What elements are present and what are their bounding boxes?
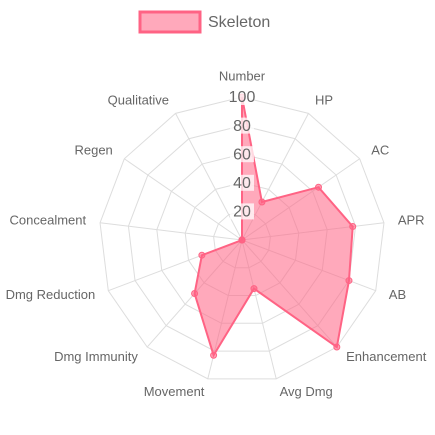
tick-label: 80 <box>233 118 251 135</box>
legend-label[interactable]: Skeleton <box>208 14 270 31</box>
tick-backdrop <box>230 146 254 163</box>
spoke <box>99 222 243 241</box>
axis-label: AC <box>371 142 389 157</box>
legend-swatch[interactable] <box>138 10 202 34</box>
data-point <box>258 198 266 206</box>
data-point <box>210 351 218 359</box>
axis-label: HP <box>315 92 333 107</box>
axis-label: Enhancement <box>346 349 427 364</box>
data-point <box>314 183 322 191</box>
spoke <box>124 158 243 241</box>
tick-backdrop <box>230 117 254 134</box>
axis-label: Concealment <box>10 213 87 228</box>
tick-label: 60 <box>233 146 251 163</box>
data-point <box>198 251 206 259</box>
axis-label: Movement <box>144 384 205 399</box>
data-point <box>349 223 357 231</box>
data-point <box>238 236 246 244</box>
axis-label: Dmg Immunity <box>54 349 138 364</box>
tick-backdrop <box>230 203 254 220</box>
data-point <box>191 290 199 298</box>
axis-label: APR <box>398 213 425 228</box>
axis-label: Qualitative <box>108 92 169 107</box>
tick-backdrop <box>230 89 254 105</box>
axis-label: Regen <box>74 142 112 157</box>
tick-label: 100 <box>229 89 256 106</box>
axis-label: Number <box>219 68 266 83</box>
grid-ring <box>127 125 357 352</box>
data-point <box>333 343 341 351</box>
axis-label: Dmg Reduction <box>6 287 96 302</box>
axis-label: AB <box>389 287 406 302</box>
data-point <box>345 277 353 285</box>
data-point <box>250 285 258 293</box>
axis-label: Avg Dmg <box>280 384 333 399</box>
tick-label: 40 <box>233 175 251 192</box>
grid-ring <box>99 96 385 380</box>
tick-backdrop <box>230 174 254 191</box>
tick-label: 20 <box>233 204 251 221</box>
series-area <box>193 96 354 358</box>
